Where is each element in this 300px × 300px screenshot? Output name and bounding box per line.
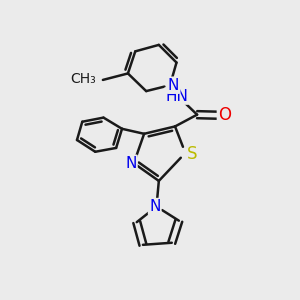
Text: N: N: [149, 199, 160, 214]
Text: HN: HN: [165, 88, 188, 104]
Text: CH₃: CH₃: [71, 72, 96, 86]
Text: N: N: [125, 156, 136, 171]
Text: O: O: [218, 106, 231, 124]
Text: N: N: [168, 78, 179, 93]
Text: S: S: [187, 145, 197, 163]
